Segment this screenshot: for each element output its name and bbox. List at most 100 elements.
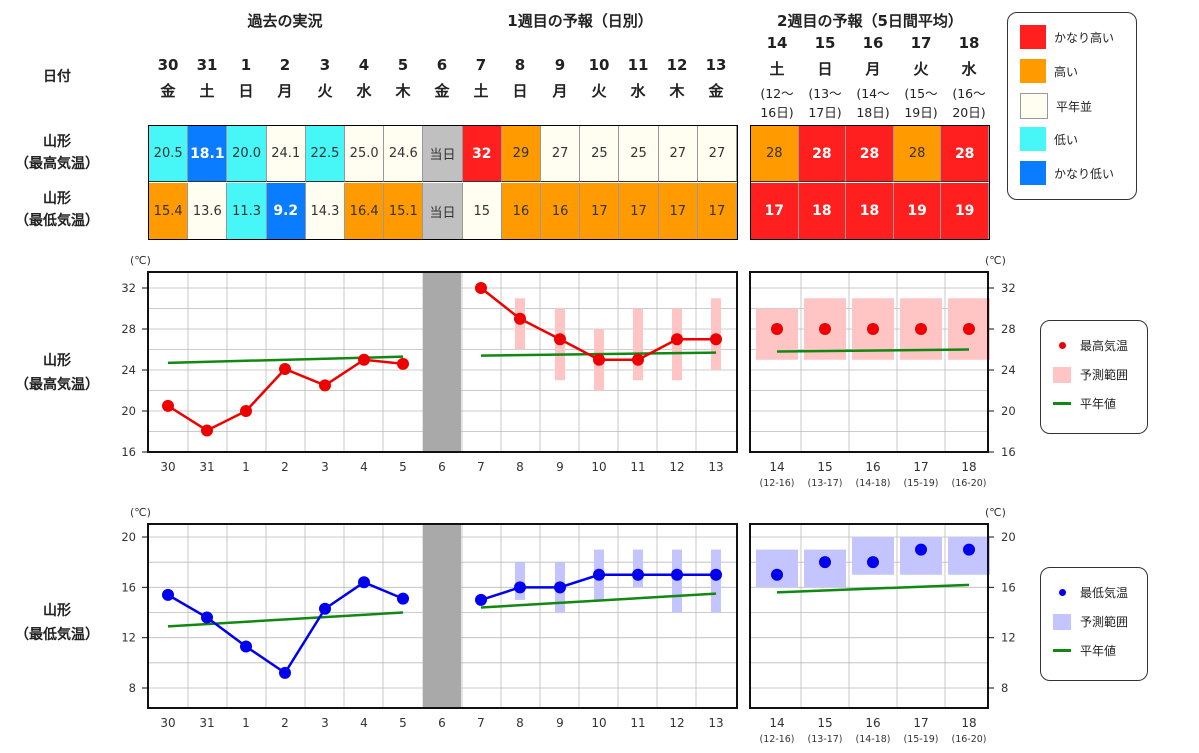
week2-point	[867, 556, 879, 569]
y-tick-label-left: 28	[121, 322, 136, 336]
table-cell: 25.0	[345, 126, 385, 182]
plot-frame	[147, 523, 738, 709]
observed-point	[279, 362, 291, 375]
forecast-range-bar	[633, 549, 643, 588]
legend-label: かなり低い	[1054, 166, 1115, 181]
table-cell: 18.1	[188, 126, 228, 182]
legend-item-vhigh: かなり高い	[1020, 25, 1114, 49]
y-tick-label-left: 24	[121, 363, 136, 377]
observed-point	[397, 592, 409, 605]
normal-line-week1	[480, 592, 717, 609]
week2-range-start: (12～	[760, 86, 794, 101]
x-tick-label: 12	[669, 716, 684, 730]
week2-table-cell: 28	[846, 126, 894, 182]
day-number: 10	[588, 56, 610, 74]
legend-symbol	[1053, 649, 1071, 652]
observed-point	[201, 424, 213, 437]
legend-item-vlow: かなり低い	[1020, 161, 1114, 185]
legend-symbol	[1059, 342, 1066, 349]
legend-label: 最低気温	[1080, 586, 1129, 600]
x-tick-label: 15	[817, 460, 832, 474]
day-number: 7	[475, 56, 487, 74]
week2-range-box	[852, 537, 894, 575]
day-number: 2	[279, 56, 291, 74]
header-past: 過去の実況	[247, 12, 323, 30]
y-tick-label-left: 20	[121, 404, 136, 418]
legend-label: 最高気温	[1080, 339, 1129, 353]
x-tick-label: 4	[360, 716, 368, 730]
week2-day-number: 14	[766, 34, 788, 52]
forecast-point	[593, 568, 605, 581]
weekday: 金	[160, 82, 176, 100]
week2-day-number: 16	[862, 34, 884, 52]
legend-label: 高い	[1054, 64, 1079, 79]
chart-title-element: （最低気温）	[15, 627, 99, 643]
table-cell: 当日	[423, 183, 463, 239]
forecast-point	[671, 333, 683, 346]
table-cell: 15	[462, 183, 502, 239]
y-tick-label-left: 8	[129, 681, 136, 695]
table-cell: 14.3	[305, 183, 346, 239]
week2-day-number: 18	[958, 34, 980, 52]
x-tick-sublabel: (15-19)	[903, 734, 938, 745]
x-tick-label: 16	[865, 716, 880, 730]
x-tick-label: 6	[438, 716, 446, 730]
y-tick-label-right: 20	[1001, 404, 1016, 418]
row-label-element: （最低気温）	[15, 213, 99, 229]
table-cell: 11.3	[227, 183, 267, 239]
forecast-point	[554, 581, 566, 594]
weekday: 水	[630, 82, 646, 100]
legend-label: かなり高い	[1054, 30, 1115, 45]
normal-line-past	[167, 611, 404, 628]
week2-range-box	[900, 537, 942, 575]
legend-swatch	[1020, 93, 1048, 119]
today-band	[423, 524, 461, 708]
table-cell: 当日	[423, 126, 463, 182]
chart-legend: 最高気温 予測範囲 平年値	[1040, 320, 1148, 434]
legend-item-high: 高い	[1020, 59, 1078, 83]
observed-point	[319, 379, 331, 392]
category-legend: かなり高い 高い 平年並 低い かなり低い	[1007, 12, 1137, 200]
week2-range-end: 16日)	[760, 105, 794, 120]
x-tick-label: 12	[669, 460, 684, 474]
header-week2: 2週目の予報（5日間平均）	[777, 12, 963, 30]
week2-plot-frame	[749, 523, 989, 709]
chart-title-station: 山形	[43, 353, 71, 369]
legend-label: 平年値	[1080, 644, 1117, 658]
legend-swatch	[1020, 59, 1046, 83]
today-band	[423, 272, 461, 452]
legend-item-point: 最低気温	[1053, 584, 1128, 601]
x-tick-label: 18	[961, 716, 976, 730]
y-tick-label-right: 24	[1001, 363, 1016, 377]
x-tick-label: 30	[160, 460, 175, 474]
legend-label: 平年並	[1056, 99, 1093, 114]
observed-point	[240, 405, 252, 417]
x-tick-label: 11	[630, 716, 645, 730]
day-number: 5	[397, 56, 409, 74]
week2-range-end: 17日)	[808, 105, 842, 120]
week2-weekday: 土	[769, 60, 785, 78]
week2-point	[963, 323, 975, 335]
legend-symbol	[1053, 613, 1071, 630]
week2-table-cell: 28	[893, 126, 942, 182]
chart-legend: 最低気温予測範囲平年値	[1040, 567, 1148, 681]
y-tick-label-right: 12	[1001, 631, 1016, 645]
legend-label: 予測範囲	[1080, 615, 1129, 629]
x-tick-sublabel: (16-20)	[951, 478, 986, 489]
table-cell: 16	[501, 183, 542, 239]
x-tick-label: 4	[360, 460, 368, 474]
y-tick-label-right: 16	[1001, 445, 1016, 459]
forecast-point	[514, 581, 526, 594]
header-week1: 1週目の予報（日別）	[507, 12, 653, 30]
week2-point	[867, 323, 879, 335]
week2-table-cell: 17	[751, 183, 799, 239]
table-cell: 25	[580, 126, 620, 182]
x-tick-label: 11	[630, 460, 645, 474]
forecast-point	[475, 593, 487, 606]
week2-range-box	[948, 537, 990, 575]
week2-day-number: 17	[910, 34, 932, 52]
forecast-range-bar	[515, 562, 525, 600]
chart-title-element: （最高気温）	[15, 377, 99, 393]
x-tick-label: 2	[281, 716, 289, 730]
x-tick-label: 8	[516, 716, 524, 730]
